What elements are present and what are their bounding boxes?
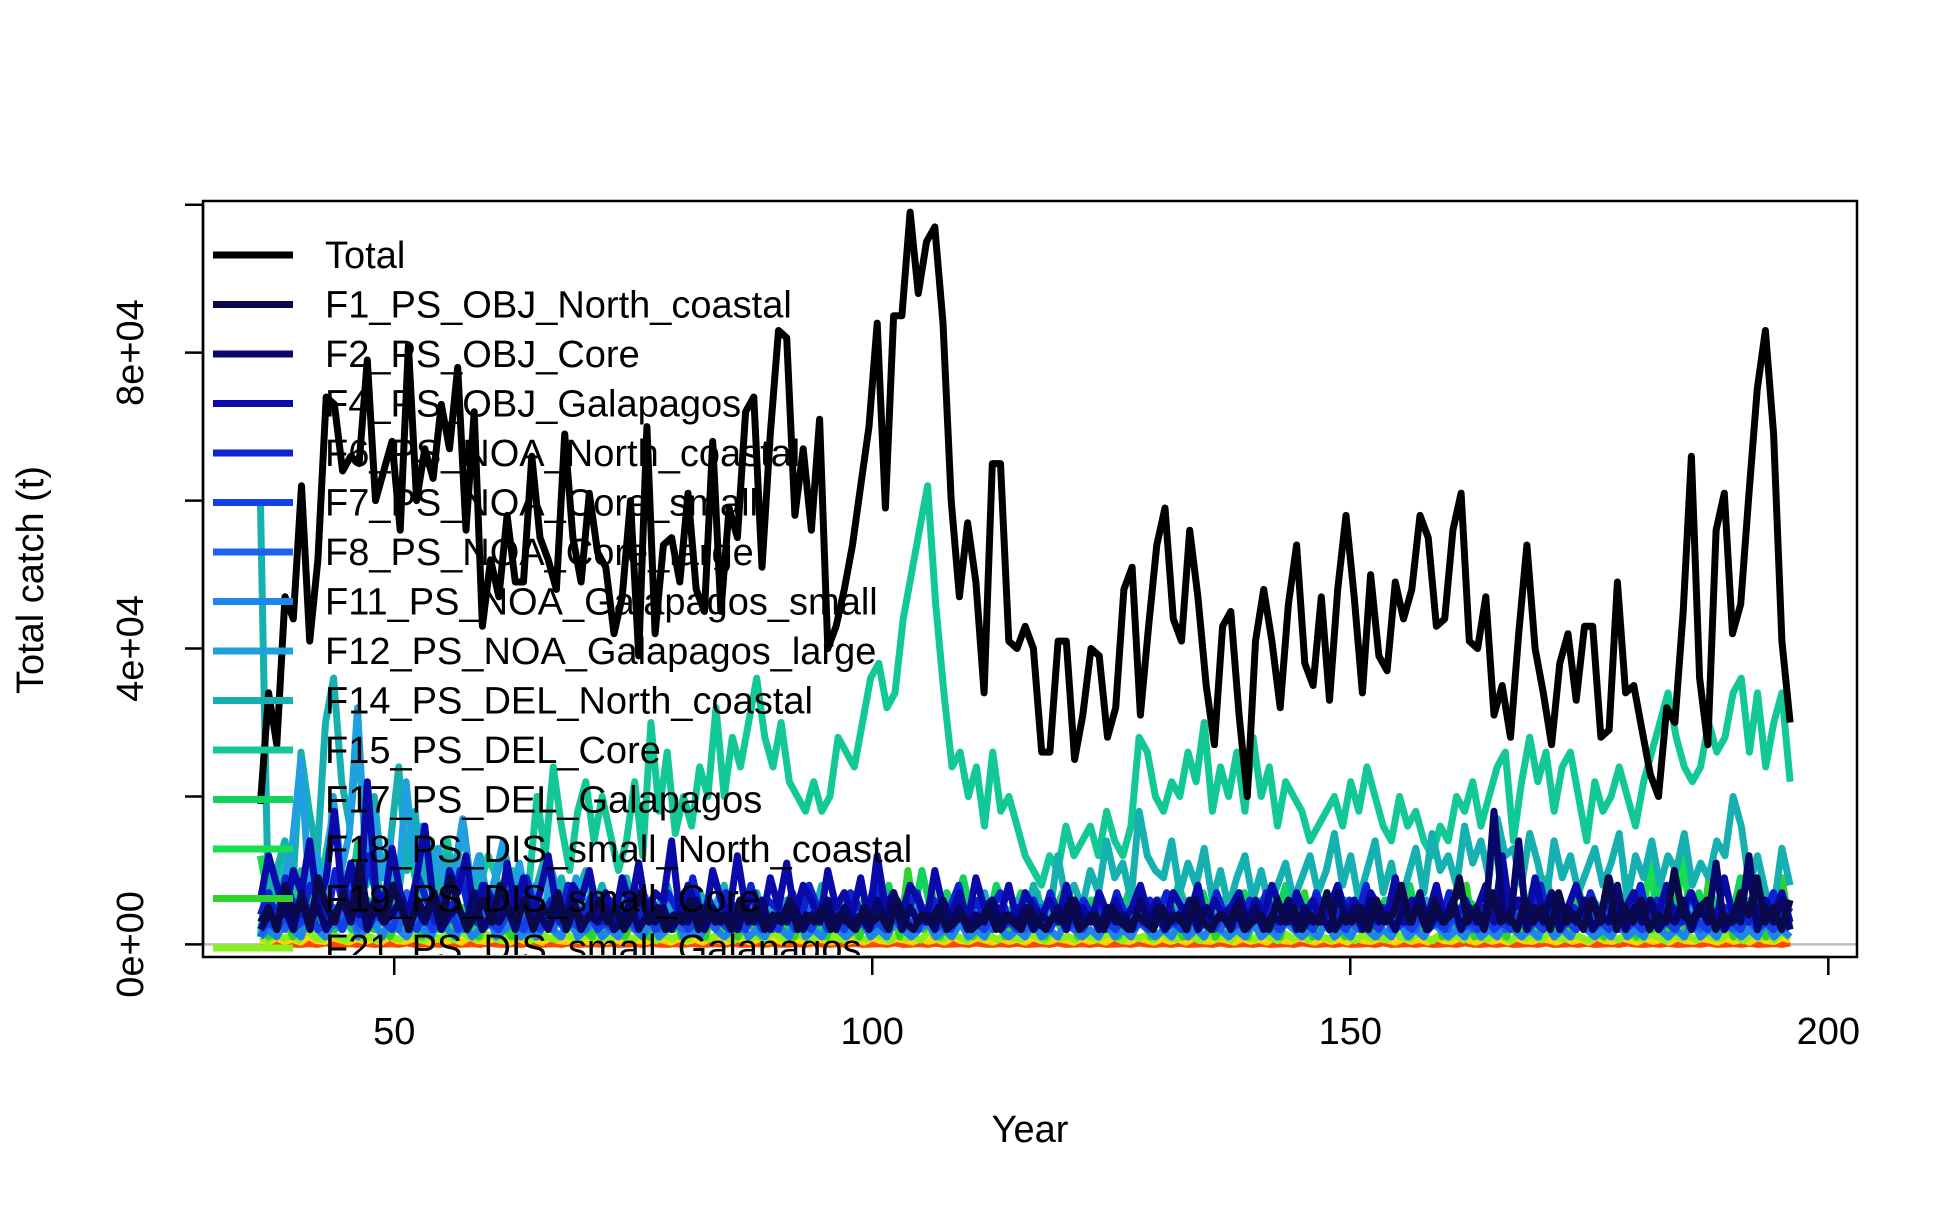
x-axis: 50 100 150 200 — [373, 955, 1860, 1053]
legend-label: Total — [325, 235, 405, 277]
legend-label: F18_PS_DIS_small_North_coastal — [325, 829, 912, 871]
legend-label: F4_PS_OBJ_Galapagos — [325, 384, 741, 426]
x-tick-label: 100 — [841, 1011, 904, 1053]
legend-label: F12_PS_NOA_Galapagos_large — [325, 631, 876, 673]
series-layer — [256, 208, 1794, 948]
x-tick-label: 150 — [1319, 1011, 1382, 1053]
legend-label: F19_PS_DIS_small_Core — [325, 879, 760, 921]
legend-label: F8_PS_NOA_Core_large — [325, 532, 754, 574]
legend-label: F6_PS_NOA_North_coastal — [325, 433, 800, 475]
y-axis-label: Total catch (t) — [10, 466, 52, 694]
y-tick-label: 8e+04 — [110, 299, 152, 406]
y-tick-label: 4e+04 — [110, 595, 152, 702]
y-axis: 0e+00 4e+04 8e+04 — [110, 203, 205, 998]
x-tick-label: 50 — [373, 1011, 415, 1053]
legend-label: F2_PS_OBJ_Core — [325, 334, 640, 376]
legend-label: F1_PS_OBJ_North_coastal — [325, 285, 792, 327]
series-line-f2-ps-obj-core — [257, 807, 1794, 934]
y-tick-label: 0e+00 — [110, 891, 152, 998]
x-axis-label: Year — [992, 1109, 1069, 1151]
legend: Total F1_PS_OBJ_North_coastal F2_PS_OBJ_Co… — [213, 235, 912, 970]
x-tick-label: 200 — [1797, 1011, 1860, 1053]
legend-label: F11_PS_NOA_Galapagos_small — [325, 582, 878, 624]
series-line-f4-ps-obj-galapagos — [256, 778, 1794, 926]
legend-entries: Total F1_PS_OBJ_North_coastal F2_PS_OBJ_Co… — [213, 235, 912, 970]
series-line-f1-ps-obj-north-coastal — [257, 859, 1794, 934]
series-line-total — [256, 208, 1794, 805]
legend-label: F14_PS_DEL_North_coastal — [325, 681, 813, 723]
legend-label: F17_PS_DEL_Galapagos — [325, 780, 762, 822]
legend-label: F15_PS_DEL_Core — [325, 730, 661, 772]
legend-label: F21_PS_DIS_small_Galapagos — [325, 928, 862, 970]
legend-label: F7_PS_NOA_Core_small — [325, 483, 758, 525]
